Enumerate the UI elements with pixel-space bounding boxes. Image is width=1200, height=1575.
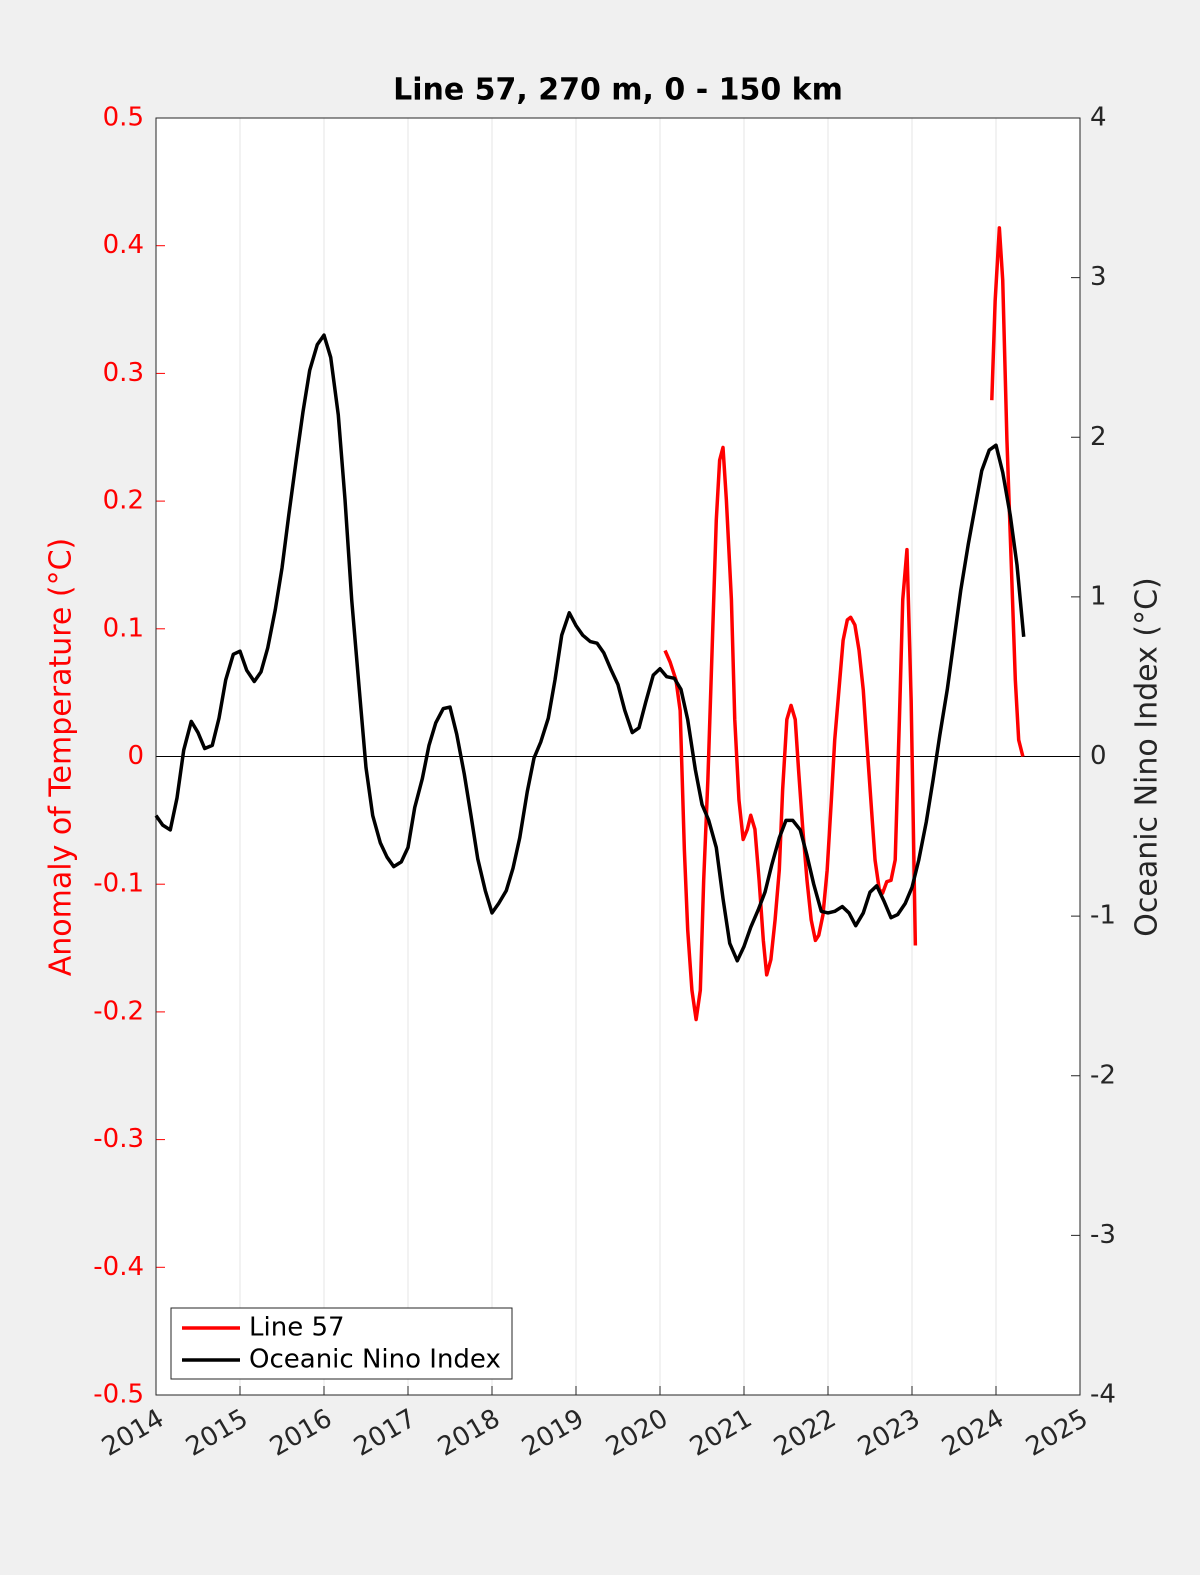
y-tick-label: -0.5 bbox=[93, 1380, 144, 1410]
y2-tick-label: -3 bbox=[1090, 1220, 1116, 1250]
y-tick-label: 0.1 bbox=[103, 613, 144, 643]
data-line bbox=[154, 333, 1026, 963]
x-tick-label: 2019 bbox=[517, 1404, 589, 1463]
y-tick-label: -0.4 bbox=[93, 1252, 144, 1282]
y2-tick-label: 0 bbox=[1090, 741, 1107, 771]
y-tick-label: 0.3 bbox=[103, 358, 144, 388]
y-tick-label: 0.2 bbox=[103, 486, 144, 516]
x-tick-label: 2015 bbox=[181, 1404, 253, 1463]
y2-axis-label: Oceanic Nino Index (°C) bbox=[1130, 577, 1165, 937]
plot-frame bbox=[155, 117, 1081, 1396]
x-tick-label: 2025 bbox=[1021, 1404, 1093, 1463]
x-tick-label: 2016 bbox=[265, 1404, 337, 1463]
x-tick-label: 2022 bbox=[769, 1404, 841, 1463]
x-tick-label: 2020 bbox=[601, 1404, 673, 1463]
chart-title: Line 57, 270 m, 0 - 150 km bbox=[393, 73, 843, 108]
legend-label: Oceanic Nino Index bbox=[249, 1345, 501, 1375]
x-tick-label: 2023 bbox=[853, 1404, 925, 1463]
x-tick-label: 2014 bbox=[97, 1404, 169, 1463]
y2-tick-label: 4 bbox=[1090, 103, 1107, 133]
y2-tick-label: -2 bbox=[1090, 1060, 1116, 1090]
x-tick-label: 2017 bbox=[349, 1404, 421, 1463]
y-tick-label: -0.2 bbox=[93, 996, 144, 1026]
y2-tick-label: 1 bbox=[1090, 581, 1107, 611]
x-tick-label: 2018 bbox=[433, 1404, 505, 1463]
y-tick-label: 0.5 bbox=[103, 103, 144, 133]
y2-tick-label: 3 bbox=[1090, 262, 1107, 292]
y2-tick-label: 2 bbox=[1090, 422, 1107, 452]
y-tick-label: 0 bbox=[127, 741, 144, 771]
legend-label: Line 57 bbox=[249, 1313, 345, 1343]
y2-tick-label: -4 bbox=[1090, 1380, 1116, 1410]
y-tick-label: -0.3 bbox=[93, 1124, 144, 1154]
y-tick-label: -0.1 bbox=[93, 869, 144, 899]
x-tick-label: 2021 bbox=[685, 1404, 757, 1463]
y-axis-label: Anomaly of Temperature (°C) bbox=[44, 538, 79, 977]
x-tick-label: 2024 bbox=[937, 1404, 1009, 1463]
y2-tick-label: -1 bbox=[1090, 901, 1116, 931]
y-tick-label: 0.4 bbox=[103, 230, 144, 260]
legend-box bbox=[170, 1307, 513, 1380]
data-line bbox=[663, 226, 1025, 1022]
